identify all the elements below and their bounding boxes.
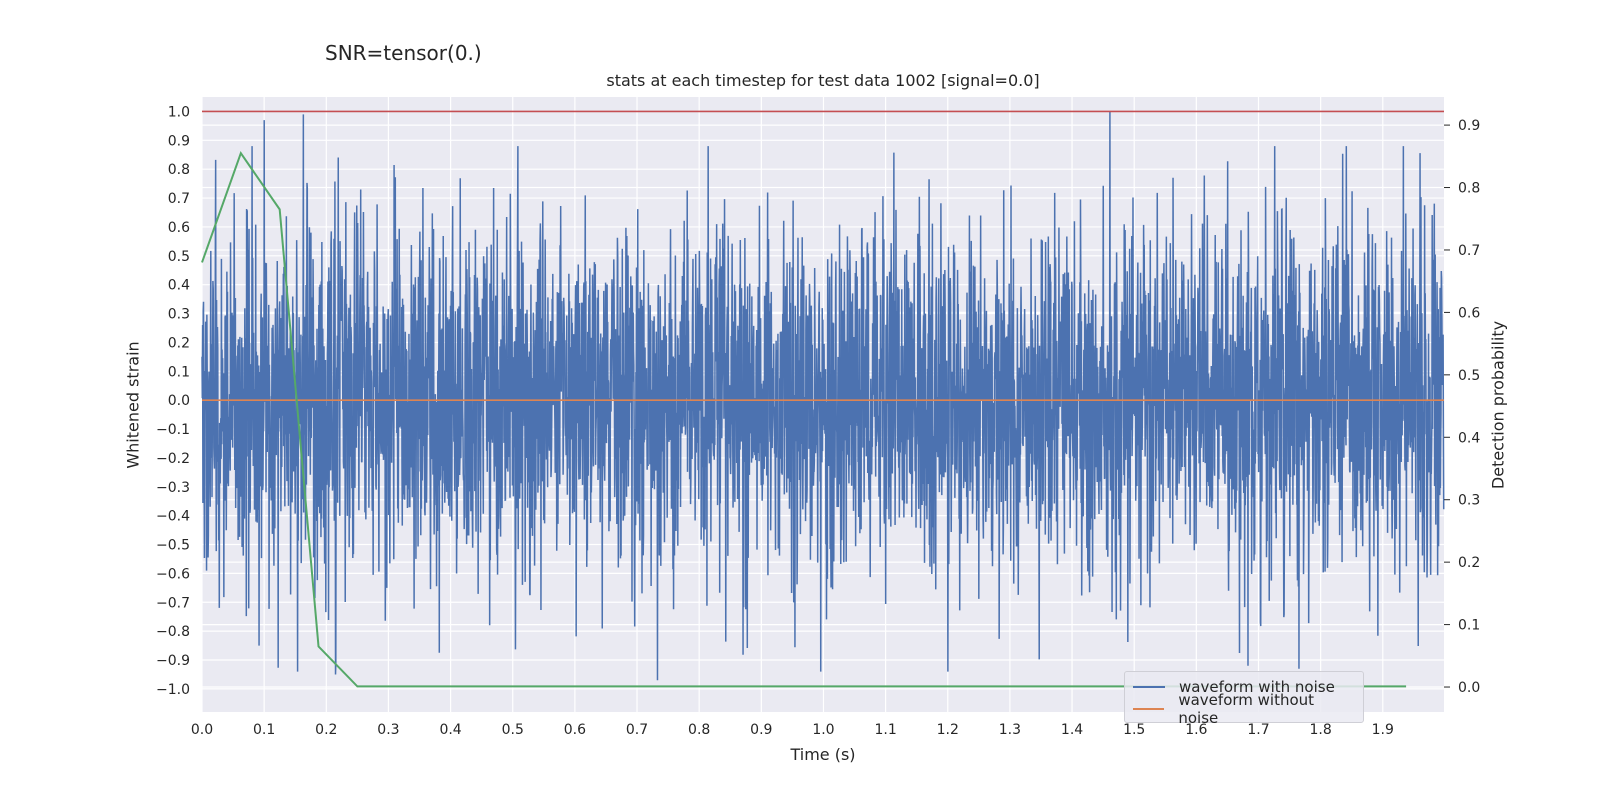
y-tick-label: −0.4 (156, 509, 190, 525)
y-tick-label: −0.5 (156, 538, 190, 554)
y-tick-label: 0.2 (168, 335, 190, 351)
chart-title: stats at each timestep for test data 100… (606, 71, 1040, 90)
x-tick-label: 1.4 (1061, 722, 1083, 738)
y-tick-label: −0.3 (156, 480, 190, 496)
x-tick-label: 0.0 (191, 722, 213, 738)
x-tick-label: 1.1 (874, 722, 896, 738)
x-tick-label: 0.7 (626, 722, 648, 738)
y2-tick-label: 0.7 (1458, 243, 1480, 259)
y-axis-ticks: 1.0 0.9 0.8 0.7 0.6 0.5 0.4 0.3 0.2 0.1 0.0 −0.1 −0.… (156, 104, 190, 697)
y-tick-label: 0.3 (168, 307, 190, 323)
y-tick-label: 0.0 (168, 393, 190, 409)
legend-label-clean: waveform without noise (1178, 691, 1315, 727)
y-axis-label: Whitened strain (123, 341, 143, 469)
legend-item-noisy: waveform with noise (1133, 676, 1355, 698)
y2-axis-ticks: 0.0 0.1 0.2 0.3 0.4 0.5 0.6 0.7 0.8 0.9 (1444, 118, 1480, 696)
y2-tick-label: 0.9 (1458, 118, 1480, 134)
y-tick-label: −0.8 (156, 624, 190, 640)
y-tick-label: −0.7 (156, 595, 190, 611)
figure-suptitle: SNR=tensor(0.) (325, 41, 482, 65)
x-tick-label: 0.1 (253, 722, 275, 738)
y2-tick-label: 0.1 (1458, 618, 1480, 634)
y-tick-label: −1.0 (156, 682, 190, 698)
y-tick-label: 0.8 (168, 162, 190, 178)
x-tick-label: 1.3 (999, 722, 1021, 738)
x-tick-label: 0.8 (688, 722, 710, 738)
series-layer (201, 110, 1445, 688)
x-tick-label: 0.2 (315, 722, 337, 738)
y2-tick-label: 0.2 (1458, 555, 1480, 571)
y-tick-label: 1.0 (168, 104, 190, 120)
legend-item-clean: waveform without noise (1133, 691, 1355, 727)
x-tick-label: 1.9 (1372, 722, 1394, 738)
y-tick-label: 0.4 (168, 278, 190, 294)
y2-axis-label: Detection probability (1488, 320, 1508, 490)
y-tick-label: 0.6 (168, 220, 190, 236)
y2-tick-label: 0.6 (1458, 305, 1480, 321)
y2-tick-label: 0.4 (1458, 430, 1480, 446)
y-tick-label: −0.1 (156, 422, 190, 438)
x-tick-label: 1.6 (1185, 722, 1207, 738)
y2-tick-label: 0.8 (1458, 181, 1480, 197)
y2-tick-label: 0.0 (1458, 680, 1480, 696)
x-tick-label: 0.5 (502, 722, 524, 738)
y-tick-label: 0.5 (168, 249, 190, 265)
series-waveform-with-noise (201, 111, 1445, 681)
y-tick-label: 0.9 (168, 133, 190, 149)
x-tick-label: 0.4 (439, 722, 461, 738)
y2-tick-label: 0.5 (1458, 368, 1480, 384)
x-tick-label: 1.0 (812, 722, 834, 738)
legend: waveform with noise waveform without noi… (1124, 671, 1364, 727)
x-tick-label: 1.7 (1247, 722, 1269, 738)
x-axis-label: Time (s) (790, 745, 856, 764)
x-tick-label: 1.5 (1123, 722, 1145, 738)
legend-swatch-clean (1133, 708, 1165, 710)
y-tick-label: 0.7 (168, 191, 190, 207)
x-tick-label: 0.9 (750, 722, 772, 738)
x-axis-ticks: 0.0 0.1 0.2 0.3 0.4 0.5 0.6 0.7 0.8 0.9 1.0 1.1 1.2 1… (191, 722, 1394, 738)
x-tick-label: 0.6 (564, 722, 586, 738)
y-tick-label: −0.6 (156, 566, 190, 582)
legend-label-noisy: waveform with noise (1179, 678, 1335, 696)
legend-swatch-noisy (1133, 686, 1165, 688)
y2-tick-label: 0.3 (1458, 493, 1480, 509)
x-tick-label: 1.2 (937, 722, 959, 738)
x-tick-label: 1.8 (1310, 722, 1332, 738)
y-tick-label: −0.2 (156, 451, 190, 467)
y-tick-label: 0.1 (168, 364, 190, 380)
x-tick-label: 0.3 (377, 722, 399, 738)
y-tick-label: −0.9 (156, 653, 190, 669)
